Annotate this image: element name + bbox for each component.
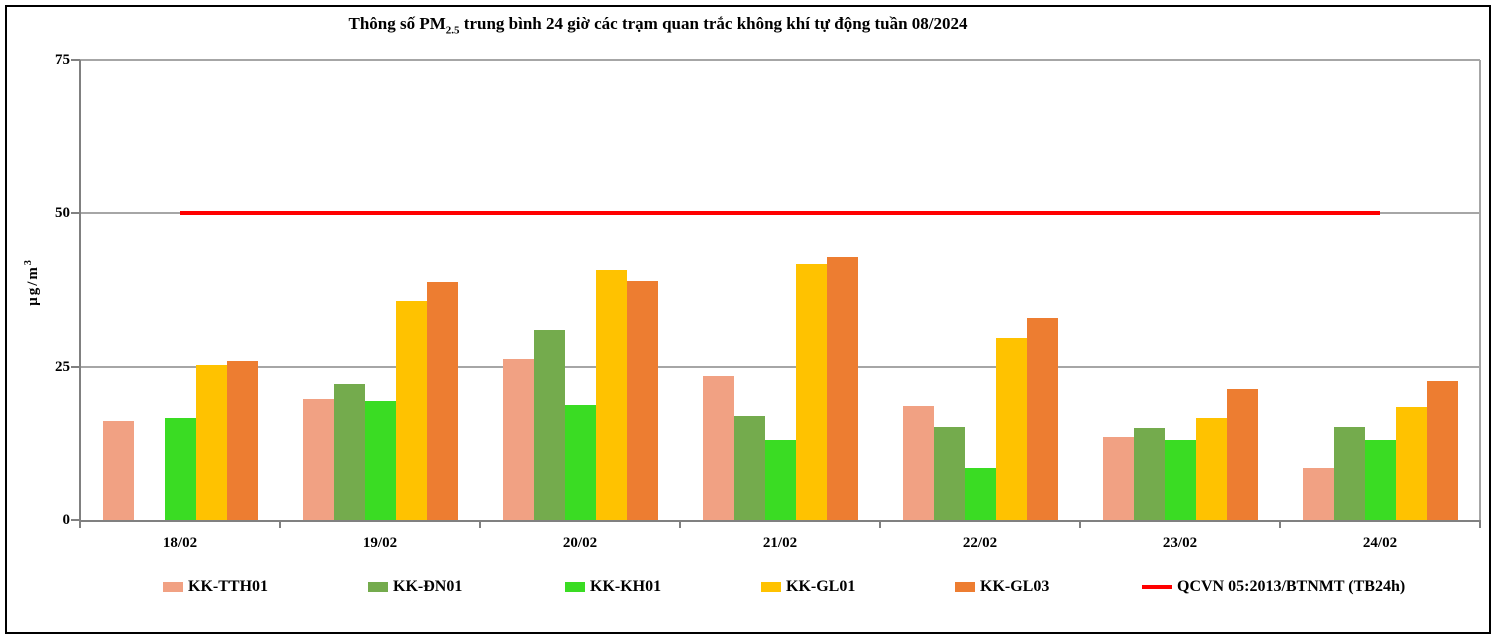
bar-kk-kh01-20-02	[564, 404, 596, 520]
x-category-label-23-02: 23/02	[1162, 535, 1198, 551]
gridline-25	[80, 365, 1480, 368]
legend-item-kk-dn01: KK-ĐN01	[368, 578, 462, 596]
y-tick-75	[71, 59, 80, 61]
bar-kk-gl03-19-02	[426, 282, 458, 520]
legend-line-key-qcvn-05-2013-btnmt-tb24h	[1142, 585, 1172, 589]
chart-title-pre: Thông số PM	[348, 14, 446, 33]
legend-swatch-kk-dn01	[368, 582, 388, 592]
bar-kk-gl03-23-02	[1226, 389, 1258, 520]
bar-kk-dn01-20-02	[533, 329, 565, 520]
chart-title-post: trung bình 24 giờ các trạm quan trắc khô…	[459, 14, 968, 33]
bar-kk-dn01-23-02	[1133, 428, 1165, 520]
x-category-label-20-02: 20/02	[562, 535, 598, 551]
bar-kk-kh01-19-02	[364, 401, 396, 520]
x-tick-7	[1479, 522, 1481, 528]
legend-item-kk-kh01: KK-KH01	[565, 578, 661, 596]
bar-kk-gl01-21-02	[795, 264, 827, 520]
bar-kk-gl03-22-02	[1026, 317, 1058, 520]
bar-kk-dn01-22-02	[933, 426, 965, 520]
x-tick-2	[479, 522, 481, 528]
y-tick-label-50: 50	[55, 205, 70, 222]
bar-kk-dn01-21-02	[733, 415, 765, 520]
bar-kk-gl01-20-02	[595, 270, 627, 520]
y-tick-label-25: 25	[55, 358, 70, 375]
bar-kk-tth01-19-02	[302, 399, 334, 520]
x-tick-3	[679, 522, 681, 528]
bar-kk-gl03-20-02	[626, 280, 658, 520]
bar-kk-kh01-24-02	[1364, 440, 1396, 520]
x-tick-0	[79, 522, 81, 528]
bar-kk-kh01-21-02	[764, 440, 796, 520]
legend-label-kk-dn01: KK-ĐN01	[393, 578, 463, 595]
legend-item-kk-tth01: KK-TTH01	[163, 578, 268, 596]
y-tick-25	[71, 365, 80, 368]
bar-kk-tth01-18-02	[102, 421, 134, 520]
x-tick-5	[1079, 522, 1081, 528]
bar-kk-gl01-24-02	[1395, 406, 1427, 520]
x-category-label-21-02: 21/02	[762, 535, 798, 551]
bar-kk-gl03-24-02	[1426, 381, 1458, 520]
legend-label-kk-tth01: KK-TTH01	[188, 578, 269, 595]
y-tick-0	[71, 519, 80, 521]
bar-kk-gl01-19-02	[395, 301, 427, 520]
x-tick-6	[1279, 522, 1281, 528]
legend-item-kk-gl03: KK-GL03	[955, 578, 1049, 596]
bar-kk-gl03-18-02	[226, 360, 258, 520]
bar-kk-tth01-21-02	[702, 375, 734, 520]
legend-swatch-kk-kh01	[565, 582, 585, 592]
x-tick-1	[279, 522, 281, 528]
chart-title-subscript: 2.5	[445, 24, 460, 37]
bar-kk-tth01-20-02	[502, 359, 534, 520]
legend-label-kk-gl03: KK-GL03	[980, 578, 1050, 595]
chart-title: Thông số PM2.5 trung bình 24 giờ các trạ…	[348, 14, 967, 36]
y-axis-title-exponent: 3	[23, 260, 34, 266]
x-category-label-24-02: 24/02	[1362, 535, 1398, 551]
bar-kk-tth01-24-02	[1302, 467, 1334, 520]
legend-item-qcvn-05-2013-btnmt-tb24h: QCVN 05:2013/BTNMT (TB24h)	[1142, 578, 1405, 596]
y-tick-label-75: 75	[55, 52, 70, 68]
bar-kk-gl01-18-02	[195, 364, 227, 520]
bar-kk-gl03-21-02	[826, 257, 858, 520]
legend-label-kk-kh01: KK-KH01	[590, 578, 662, 595]
legend-swatch-kk-gl03	[955, 582, 975, 592]
bar-kk-tth01-23-02	[1102, 437, 1134, 520]
plot-right-border	[1479, 60, 1481, 520]
x-category-label-22-02: 22/02	[962, 535, 998, 551]
gridline-75	[80, 59, 1480, 61]
legend-label-qcvn-05-2013-btnmt-tb24h: QCVN 05:2013/BTNMT (TB24h)	[1177, 578, 1406, 595]
legend-swatch-kk-tth01	[163, 582, 183, 592]
y-axis-title-text: µg/m	[25, 265, 41, 306]
bar-kk-kh01-23-02	[1164, 440, 1196, 520]
legend-item-kk-gl01: KK-GL01	[761, 578, 855, 596]
bar-kk-dn01-19-02	[333, 383, 365, 520]
y-axis-line	[79, 60, 81, 520]
bar-kk-tth01-22-02	[902, 405, 934, 520]
legend-swatch-kk-gl01	[761, 582, 781, 592]
x-axis-line	[79, 520, 1481, 522]
legend-label-kk-gl01: KK-GL01	[786, 578, 856, 595]
x-category-label-19-02: 19/02	[362, 535, 398, 551]
bar-kk-dn01-24-02	[1333, 426, 1365, 520]
bar-kk-gl01-23-02	[1195, 417, 1227, 520]
y-axis-title: µg/m3	[23, 231, 43, 335]
y-tick-label-0: 0	[62, 512, 71, 528]
qcvn-limit-line	[180, 211, 1380, 216]
bar-kk-kh01-18-02	[164, 418, 196, 520]
x-category-label-18-02: 18/02	[162, 535, 198, 551]
y-tick-50	[71, 212, 80, 215]
bar-kk-kh01-22-02	[964, 468, 996, 520]
bar-kk-gl01-22-02	[995, 337, 1027, 520]
x-tick-4	[879, 522, 881, 528]
